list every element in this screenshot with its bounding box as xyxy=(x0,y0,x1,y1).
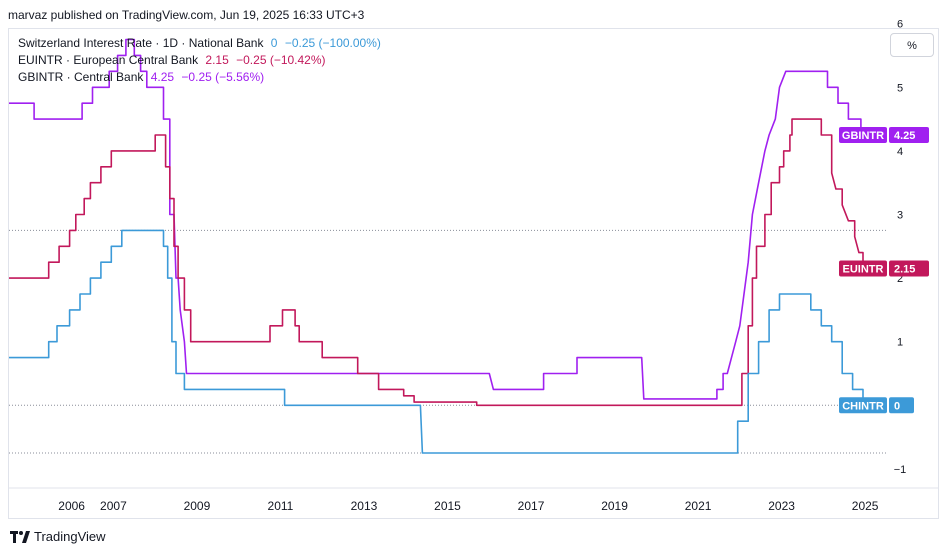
y-tick-label: 6 xyxy=(897,19,903,31)
legend-name: EUINTR · European Central Bank xyxy=(18,53,199,67)
price-tag-value-bg xyxy=(889,126,929,143)
series-line-euintr xyxy=(9,118,864,407)
price-tag-gbintr: GBINTR 4.25 xyxy=(839,126,929,143)
legend-row-chintr[interactable]: Switzerland Interest Rate · 1D · Nationa… xyxy=(18,35,385,52)
legend-name: Switzerland Interest Rate · 1D · Nationa… xyxy=(18,36,264,50)
price-tag-label-bg xyxy=(839,126,887,143)
legend-change: −0.25 (−5.56%) xyxy=(181,70,265,84)
x-tick-label: 2011 xyxy=(268,499,294,513)
chart-frame xyxy=(8,28,939,519)
legend-row-gbintr[interactable]: GBINTR · Central Bank 4.25 −0.25 (−5.56%… xyxy=(18,69,385,86)
price-tag-label: CHINTR xyxy=(842,400,884,412)
price-tag-label-bg xyxy=(839,260,887,277)
tradingview-logo-icon xyxy=(10,530,30,543)
x-tick-label: 2021 xyxy=(685,499,712,513)
legend-change: −0.25 (−100.00%) xyxy=(284,36,381,50)
price-tag-value-bg xyxy=(889,260,929,277)
publish-header: marvaz published on TradingView.com, Jun… xyxy=(8,8,365,22)
footer: TradingView xyxy=(10,529,106,544)
x-tick-label: 2023 xyxy=(768,499,795,513)
legend-value: 2.15 xyxy=(205,53,229,67)
y-tick-label: 5 xyxy=(897,82,903,94)
x-tick-label: 2006 xyxy=(58,499,85,513)
price-tag-euintr: EUINTR 2.15 xyxy=(839,260,929,277)
price-tag-label: EUINTR xyxy=(843,264,884,276)
y-tick-label: 4 xyxy=(897,146,903,158)
legend-name: GBINTR · Central Bank xyxy=(18,70,144,84)
price-tag-value: 4.25 xyxy=(894,130,915,142)
price-tag-label: GBINTR xyxy=(842,130,884,142)
price-tag-value: 0 xyxy=(894,400,900,412)
y-tick-label: 3 xyxy=(897,209,903,221)
legend-value: 4.25 xyxy=(150,70,175,84)
price-tag-value: 2.15 xyxy=(894,264,915,276)
y-tick-label: −1 xyxy=(894,464,907,476)
brand-name: TradingView xyxy=(34,529,106,544)
x-tick-label: 2009 xyxy=(184,499,211,513)
series-line-gbintr xyxy=(9,38,863,400)
percent-scale-button[interactable]: % xyxy=(890,33,934,57)
price-tag-value-bg xyxy=(889,397,914,414)
x-tick-label: 2019 xyxy=(601,499,628,513)
x-tick-label: 2025 xyxy=(852,499,879,513)
price-tag-label-bg xyxy=(839,397,887,414)
legend-row-euintr[interactable]: EUINTR · European Central Bank 2.15 −0.2… xyxy=(18,52,385,69)
legend-value: 0 xyxy=(270,36,278,50)
x-tick-label: 2017 xyxy=(518,499,545,513)
x-tick-label: 2013 xyxy=(351,499,378,513)
x-tick-label: 2015 xyxy=(434,499,461,513)
price-tag-chintr: CHINTR 0 xyxy=(839,397,914,414)
legend: Switzerland Interest Rate · 1D · Nationa… xyxy=(18,35,385,86)
legend-change: −0.25 (−10.42%) xyxy=(236,53,326,67)
y-tick-label: 1 xyxy=(897,337,903,349)
series-line-chintr xyxy=(9,229,864,454)
y-tick-label: 2 xyxy=(897,273,903,285)
x-tick-label: 2007 xyxy=(100,499,127,513)
